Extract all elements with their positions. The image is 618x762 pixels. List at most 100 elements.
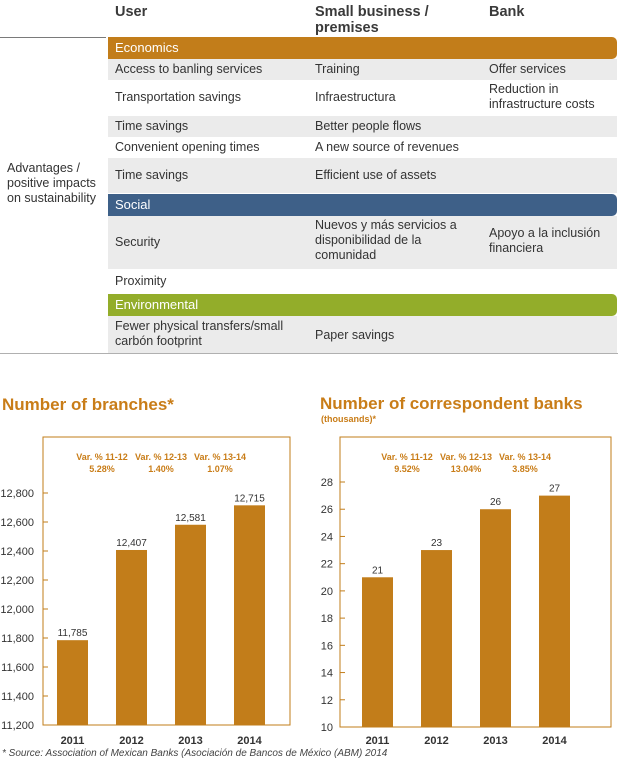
chart2-bar-2013	[480, 509, 511, 727]
chart2-value-label: 26	[490, 497, 502, 508]
row-label: Advantages / positive impacts on sustain…	[7, 161, 96, 205]
chart2-ytick-label: 22	[321, 559, 333, 571]
chart2-variation-label: Var. % 12-13	[440, 452, 492, 462]
chart1-ytick-label: 11,400	[1, 691, 34, 703]
cell-user: Transportation savings	[115, 90, 241, 104]
table-row: Transportation savings Infraestructura R…	[108, 80, 617, 116]
cell-bank: Offer services	[489, 62, 566, 76]
chart1-category-label: 2014	[237, 735, 262, 747]
chart1-ytick-label: 12,800	[0, 488, 34, 500]
chart2-subtitle: (thousands)*	[321, 414, 376, 424]
cell-bank: Apoyo a la inclusión financiera	[489, 226, 601, 255]
chart2-ytick-label: 12	[321, 695, 333, 707]
chart1-ytick-label: 11,800	[1, 633, 34, 645]
cell-user: Access to banling services	[115, 62, 263, 76]
chart1-title: Number of branches*	[2, 395, 174, 414]
chart1-ytick-label: 11,600	[1, 662, 34, 674]
cell-user: Time savings	[115, 168, 189, 182]
chart1-ytick-label: 11,200	[1, 720, 34, 732]
chart2-category-label: 2011	[366, 735, 390, 747]
cell-small-business: Training	[315, 62, 360, 76]
chart2-variation-label: Var. % 11-12	[381, 452, 433, 462]
chart2-ytick-label: 28	[321, 477, 333, 489]
cell-user: Convenient opening times	[115, 140, 260, 154]
header-bank: Bank	[489, 4, 525, 20]
chart1-bar-2012	[116, 549, 147, 725]
cell-small-business: Efficient use of assets	[315, 168, 437, 182]
table-row: Time savings Efficient use of assets	[108, 158, 617, 193]
table-row: Proximity	[108, 269, 617, 293]
chart2-bar-2011	[362, 577, 393, 727]
chart2-category-label: 2012	[424, 735, 448, 747]
chart1-variation-value: 1.07%	[207, 464, 233, 474]
chart2-ytick-label: 18	[321, 613, 333, 625]
cell-small-business: Better people flows	[315, 119, 422, 133]
table-row: Access to banling services Training Offe…	[108, 59, 617, 80]
chart1-category-label: 2011	[61, 735, 85, 747]
chart2-title: Number of correspondent banks	[320, 394, 583, 413]
chart2-value-label: 23	[431, 538, 443, 549]
category-economics-label: Economics	[115, 40, 179, 55]
chart2-ytick-label: 24	[321, 531, 333, 543]
chart1-variation-value: 1.40%	[148, 464, 174, 474]
chart1-variation-value: 5.28%	[89, 464, 115, 474]
category-social: Social	[108, 194, 617, 216]
chart2-variation-value: 9.52%	[394, 464, 420, 474]
category-environmental: Environmental	[108, 294, 617, 316]
chart2-value-label: 27	[549, 484, 561, 495]
chart2-bar-2014	[539, 495, 570, 727]
chart1-ytick-label: 12,600	[0, 517, 34, 529]
header-user: User	[115, 4, 148, 20]
cell-small-business: Paper savings	[315, 328, 395, 342]
chart2-ytick-label: 14	[321, 668, 333, 680]
table-row: Convenient opening times A new source of…	[108, 137, 617, 158]
chart1-bar-2011	[57, 640, 88, 725]
chart1-bar-2014	[234, 505, 265, 725]
chart1-category-label: 2013	[178, 735, 202, 747]
cell-small-business: Infraestructura	[315, 90, 396, 104]
chart1-value-label: 12,715	[234, 493, 265, 504]
chart1-ytick-label: 12,000	[0, 604, 34, 616]
chart2-bar-2012	[421, 550, 452, 727]
category-environmental-label: Environmental	[115, 297, 199, 312]
table-row: Security Nuevos y más servicios a dispon…	[108, 216, 617, 269]
chart1-variation-label: Var. % 11-12	[76, 452, 128, 462]
table-row: Fewer physical transfers/small carbón fo…	[108, 316, 617, 353]
table-bottom-rule	[0, 353, 618, 354]
chart2-variation-value: 13.04%	[451, 464, 482, 474]
chart1-bar-2013	[175, 524, 206, 725]
chart2-category-label: 2014	[542, 735, 567, 747]
chart2-ytick-label: 16	[321, 640, 333, 652]
chart2-variation-label: Var. % 13-14	[499, 452, 551, 462]
source-footnote: * Source: Association of Mexican Banks (…	[2, 748, 388, 759]
chart1-variation-label: Var. % 13-14	[194, 452, 246, 462]
chart1-ytick-label: 12,400	[0, 546, 34, 558]
cell-user: Security	[115, 235, 161, 249]
chart2-ytick-label: 10	[321, 722, 333, 734]
cell-user: Proximity	[115, 274, 167, 288]
row-label-cell	[0, 37, 106, 354]
chart1-variation-label: Var. % 12-13	[135, 452, 187, 462]
cell-small-business: A new source of revenues	[315, 140, 459, 154]
chart2-ytick-label: 20	[321, 586, 333, 598]
chart2-category-label: 2013	[483, 735, 507, 747]
cell-user: Fewer physical transfers/small carbón fo…	[115, 319, 284, 348]
cell-small-business: Nuevos y más servicios a disponibilidad …	[315, 218, 457, 262]
chart2-ytick-label: 26	[321, 504, 333, 516]
chart2-frame	[339, 436, 612, 728]
chart1-value-label: 11,785	[58, 628, 88, 639]
category-economics: Economics	[108, 37, 617, 59]
chart1-value-label: 12,407	[116, 538, 147, 549]
header-small-business: Small business / premises	[315, 4, 429, 36]
chart1-category-label: 2012	[119, 735, 143, 747]
chart1-ytick-label: 12,200	[0, 575, 34, 587]
table-row: Time savings Better people flows	[108, 116, 617, 137]
chart2-value-label: 21	[372, 565, 384, 576]
chart1-frame	[42, 436, 291, 726]
cell-user: Time savings	[115, 119, 189, 133]
category-social-label: Social	[115, 197, 151, 212]
chart1-value-label: 12,581	[175, 513, 206, 524]
chart2-variation-value: 3.85%	[512, 464, 538, 474]
cell-bank: Reduction in infrastructure costs	[489, 82, 595, 111]
